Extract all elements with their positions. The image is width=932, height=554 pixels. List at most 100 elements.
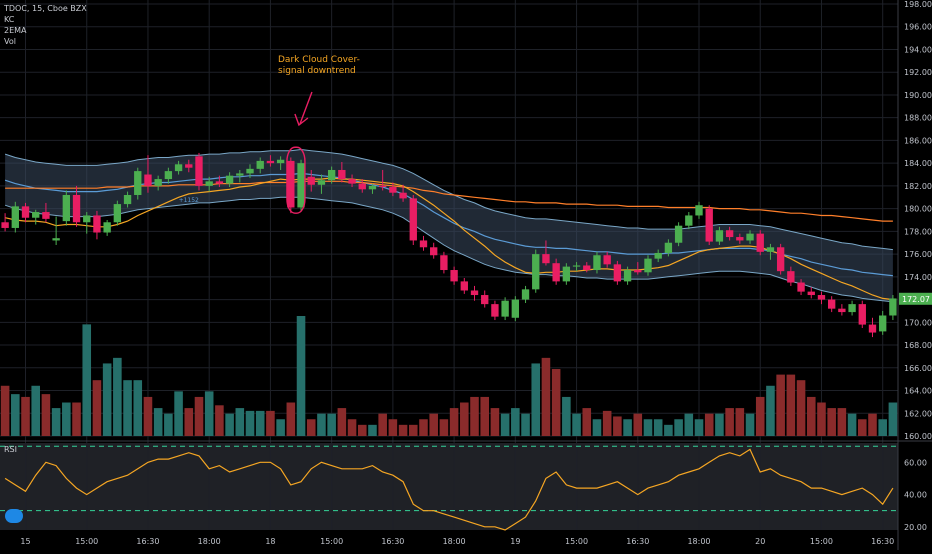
volume-bar — [572, 413, 581, 436]
volume-bar — [51, 408, 61, 436]
volume-bar — [715, 413, 724, 436]
legend-vol: Vol — [4, 37, 16, 46]
price-tick-label: 188.00 — [904, 114, 932, 123]
volume-bar — [653, 419, 663, 436]
candle-body — [838, 308, 846, 313]
time-tick-label: 18:00 — [198, 537, 221, 546]
candle-body — [185, 164, 193, 168]
volume-bar — [470, 396, 479, 436]
volume-bar — [102, 363, 112, 436]
volume-bar — [817, 402, 826, 436]
candle-body — [389, 187, 397, 193]
volume-bar — [164, 413, 173, 436]
candle-body — [552, 263, 560, 282]
candle-body — [766, 247, 775, 252]
volume-bar — [776, 374, 785, 436]
time-tick-label: 16:30 — [381, 537, 404, 546]
volume-bar — [551, 369, 561, 436]
price-tick-label: 190.00 — [904, 91, 932, 100]
candle-body — [879, 315, 887, 332]
volume-bar — [327, 413, 336, 436]
tradingview-logo-icon[interactable] — [5, 509, 23, 523]
candle-body — [327, 169, 336, 181]
volume-bar — [592, 419, 602, 436]
candle-body — [378, 185, 387, 188]
candle-body — [338, 169, 346, 180]
volume-bar — [266, 410, 275, 436]
candle-body — [83, 215, 91, 223]
volume-bar — [204, 391, 214, 436]
volume-bar — [11, 394, 20, 436]
volume-bar — [92, 380, 102, 436]
volume-bar — [674, 419, 683, 436]
time-tick-label: 15:00 — [75, 537, 98, 546]
volume-bar — [511, 408, 520, 436]
candle-body — [123, 194, 132, 205]
candle-body — [236, 173, 244, 176]
volume-bar — [215, 405, 224, 436]
candle-body — [368, 185, 377, 190]
candle-body — [623, 270, 632, 282]
volume-bar — [480, 396, 490, 436]
volume-bar — [868, 413, 877, 436]
legend: TDOC, 15, Cboe BZX KC 2EMA Vol — [4, 3, 87, 47]
volume-bar — [398, 424, 408, 436]
volume-bar — [113, 357, 122, 436]
candle-body — [399, 192, 407, 199]
volume-bar — [735, 408, 745, 436]
candle-body — [705, 208, 713, 242]
price-tick-label: 194.00 — [904, 45, 932, 54]
time-tick-label: 15:00 — [565, 537, 588, 546]
volume-bar — [684, 413, 694, 436]
small-marker-label: +1152 — [179, 197, 199, 204]
candle-body — [511, 299, 520, 318]
volume-bar — [306, 419, 316, 436]
price-tick-label: 184.00 — [904, 159, 932, 168]
candle-body — [52, 238, 60, 241]
volume-bar — [766, 385, 775, 436]
volume-bar — [408, 424, 418, 436]
volume-bar — [174, 391, 183, 436]
volume-bar — [806, 396, 816, 436]
legend-ema: 2EMA — [4, 26, 27, 35]
volume-bar — [388, 419, 398, 436]
candle-body — [603, 255, 611, 265]
volume-bar — [796, 380, 806, 436]
volume-bar — [337, 408, 347, 436]
candle-body — [562, 266, 571, 282]
price-tick-label: 180.00 — [904, 205, 932, 214]
annotation-line-1: Dark Cloud Cover- — [278, 55, 360, 65]
volume-bar — [541, 357, 551, 436]
candle-body — [103, 222, 111, 233]
volume-bar — [633, 413, 643, 436]
volume-bar — [602, 410, 612, 436]
candle-body — [756, 233, 764, 252]
candle-body — [72, 194, 81, 223]
kc-upper-line — [4, 148, 893, 251]
candle-body — [62, 194, 71, 222]
candle-body — [42, 212, 50, 219]
price-tick-label: 170.00 — [904, 318, 932, 327]
last-price-badge — [899, 292, 932, 305]
candle-body — [572, 265, 581, 267]
candle-body — [32, 212, 40, 218]
candle-body — [664, 242, 673, 253]
annotation-arrowhead — [294, 113, 309, 127]
candle-body — [256, 160, 264, 169]
candle-body — [491, 304, 499, 317]
candle-body — [634, 270, 642, 273]
candle-body — [613, 264, 622, 282]
rsi-tick-label: 40.00 — [904, 491, 927, 500]
candle-body — [11, 206, 19, 228]
volume-bar — [725, 408, 734, 436]
volume-bar — [225, 413, 234, 436]
candle-body — [1, 222, 9, 228]
candle-body — [695, 205, 703, 216]
volume-bar — [21, 396, 30, 436]
rsi-label: RSI — [4, 445, 17, 454]
volume-bar — [123, 380, 132, 436]
volume-bar — [878, 419, 887, 436]
candle-body — [246, 168, 254, 174]
